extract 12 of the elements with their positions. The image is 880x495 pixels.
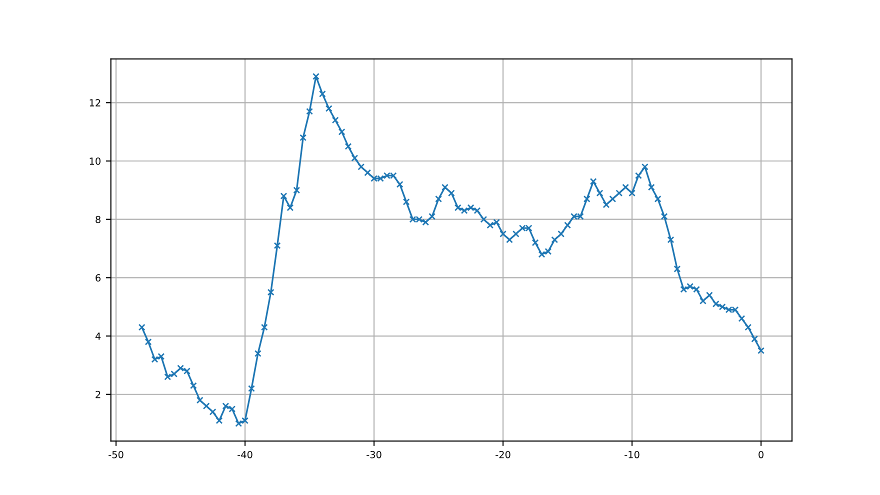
y-tick-label: 6 <box>96 274 101 282</box>
x-tick-label: -30 <box>366 450 382 458</box>
x-tick-label: 0 <box>758 450 764 458</box>
y-tick-label: 12 <box>90 99 100 106</box>
x-tick-label: -40 <box>238 450 252 458</box>
x-tick-label: -50 <box>108 450 124 458</box>
y-tick-label: 10 <box>90 157 101 165</box>
y-tick-label: 8 <box>96 216 100 224</box>
x-tick-label: -20 <box>496 450 510 458</box>
x-tick-label: -10 <box>624 450 640 458</box>
y-tick-label: 4 <box>95 332 101 340</box>
y-tick-label: 2 <box>96 390 100 398</box>
